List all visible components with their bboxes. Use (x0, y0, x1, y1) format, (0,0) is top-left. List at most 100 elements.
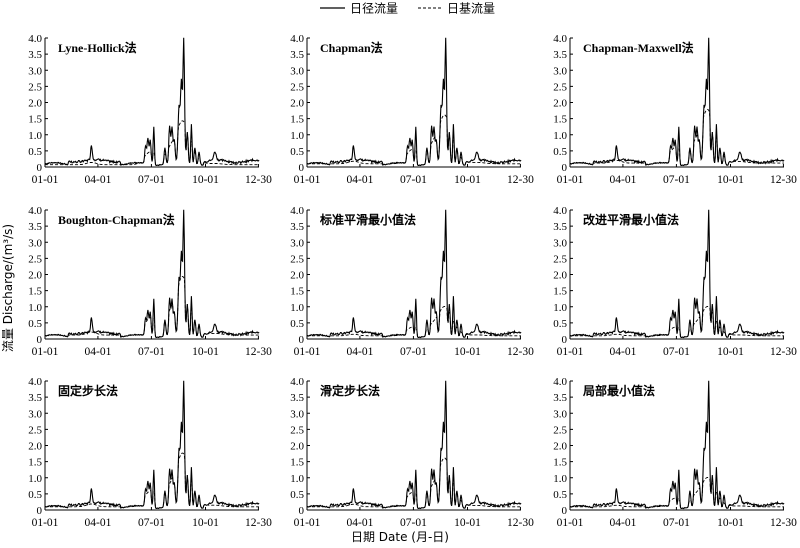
y-tick-label: 1.0 (553, 302, 567, 314)
y-tick-label: 0 (562, 334, 568, 346)
y-tick-label: 1.0 (290, 473, 304, 485)
x-tick-label: 01-01 (557, 517, 584, 529)
x-tick-label: 07-01 (400, 174, 427, 186)
y-tick-label: 0 (299, 334, 305, 346)
y-tick-label: 3.5 (290, 221, 304, 233)
x-tick-label: 10-01 (454, 346, 481, 358)
x-tick-label: 12-30 (245, 174, 272, 186)
x-tick-label: 01-01 (557, 174, 584, 186)
y-tick-label: 4.0 (553, 33, 567, 45)
x-tick-label: 12-30 (507, 346, 534, 358)
y-tick-label: 1.0 (28, 130, 42, 142)
x-tick-label: 10-01 (192, 174, 219, 186)
x-tick-label: 04-01 (346, 346, 373, 358)
x-tick-label: 01-01 (32, 346, 59, 358)
chart-panel: 0 0.5 1.0 1.5 2.0 2.5 3.0 3.5 4.0 01-01 04-01 07-01… (553, 205, 797, 358)
y-tick-label: 0.5 (28, 318, 42, 330)
x-tick-label: 07-01 (138, 346, 165, 358)
x-tick-label: 12-30 (507, 174, 534, 186)
y-tick-label: 0 (562, 505, 568, 517)
x-tick-label: 07-01 (663, 346, 690, 358)
panel-title: 滑定步长法 (320, 383, 380, 398)
y-tick-label: 0.5 (28, 489, 42, 501)
x-tick-label: 04-01 (609, 346, 636, 358)
x-tick-label: 07-01 (663, 517, 690, 529)
y-tick-label: 3.5 (290, 392, 304, 404)
y-tick-label: 1.5 (553, 457, 567, 469)
y-tick-label: 2.5 (290, 424, 304, 436)
y-tick-label: 0 (37, 505, 43, 517)
y-tick-label: 0.5 (290, 146, 304, 158)
y-tick-label: 2.5 (290, 253, 304, 265)
baseflow-line (569, 306, 784, 339)
x-tick-label: 01-01 (32, 517, 59, 529)
discharge-line (306, 37, 522, 167)
y-tick-label: 2.0 (28, 270, 42, 282)
discharge-line (306, 380, 522, 510)
y-tick-label: 3.0 (290, 237, 304, 249)
y-tick-label: 3.0 (290, 65, 304, 77)
y-tick-label: 1.0 (553, 473, 567, 485)
y-tick-label: 0.5 (28, 146, 42, 158)
x-tick-label: 07-01 (138, 517, 165, 529)
x-tick-label: 12-30 (770, 346, 797, 358)
baseflow-line (569, 108, 784, 167)
y-tick-label: 3.0 (553, 408, 567, 420)
y-tick-label: 1.5 (28, 286, 42, 298)
y-tick-label: 4.0 (28, 205, 42, 217)
y-tick-label: 3.5 (553, 221, 567, 233)
baseflow-line (306, 306, 521, 339)
y-tick-label: 2.5 (553, 81, 567, 93)
y-tick-label: 4.0 (290, 33, 304, 45)
y-tick-label: 0 (299, 505, 305, 517)
y-tick-label: 3.5 (290, 49, 304, 61)
legend: 日径流量 日基流量 (320, 2, 495, 16)
y-tick-label: 2.5 (28, 424, 42, 436)
y-tick-label: 1.0 (553, 130, 567, 142)
y-tick-label: 4.0 (553, 205, 567, 217)
discharge-line (569, 37, 785, 167)
panel-title: Chapman法 (320, 40, 383, 55)
x-tick-label: 10-01 (717, 346, 744, 358)
panel-title: 改进平滑最小值法 (583, 212, 679, 227)
y-tick-label: 3.0 (28, 237, 42, 249)
y-tick-label: 1.5 (290, 286, 304, 298)
baseflow-line (45, 452, 259, 510)
x-tick-label: 07-01 (138, 174, 165, 186)
x-tick-label: 12-30 (245, 517, 272, 529)
chart-panel: 0 0.5 1.0 1.5 2.0 2.5 3.0 3.5 4.0 01-01 04-01 07-01… (290, 33, 534, 186)
y-tick-label: 1.5 (28, 457, 42, 469)
x-axis-label: 日期 Date (月-日) (351, 530, 449, 544)
y-tick-label: 2.5 (28, 253, 42, 265)
x-tick-label: 10-01 (454, 517, 481, 529)
x-tick-label: 12-30 (245, 346, 272, 358)
legend-base-label: 日基流量 (447, 2, 495, 16)
x-tick-label: 12-30 (507, 517, 534, 529)
chart-panel: 0 0.5 1.0 1.5 2.0 2.5 3.0 3.5 4.0 01-01 04-01 07-01… (553, 376, 797, 529)
y-tick-label: 3.5 (553, 392, 567, 404)
y-tick-label: 1.5 (28, 114, 42, 126)
y-tick-label: 0.5 (553, 318, 567, 330)
y-tick-label: 1.0 (290, 302, 304, 314)
y-axis-label: 流量 Discharge/(m³/s) (1, 224, 15, 352)
panel-title: 局部最小值法 (583, 383, 655, 398)
x-tick-label: 07-01 (400, 346, 427, 358)
y-tick-label: 3.5 (28, 49, 42, 61)
panel-title: 固定步长法 (58, 383, 118, 398)
y-tick-label: 2.0 (290, 441, 304, 453)
panel-title: Lyne-Hollick法 (58, 40, 137, 55)
y-tick-label: 3.0 (28, 408, 42, 420)
x-tick-label: 04-01 (609, 517, 636, 529)
panel-title: Chapman-Maxwell法 (583, 40, 694, 55)
y-tick-label: 4.0 (553, 376, 567, 388)
y-tick-label: 1.0 (28, 302, 42, 314)
y-tick-label: 0 (562, 162, 568, 174)
y-tick-label: 1.5 (553, 286, 567, 298)
y-tick-label: 2.0 (290, 98, 304, 110)
chart-panel: 0 0.5 1.0 1.5 2.0 2.5 3.0 3.5 4.0 01-01 04-01 07-01… (290, 376, 534, 529)
y-tick-label: 3.0 (553, 65, 567, 77)
x-tick-label: 01-01 (32, 174, 59, 186)
y-tick-label: 1.5 (290, 114, 304, 126)
y-tick-label: 0 (299, 162, 305, 174)
